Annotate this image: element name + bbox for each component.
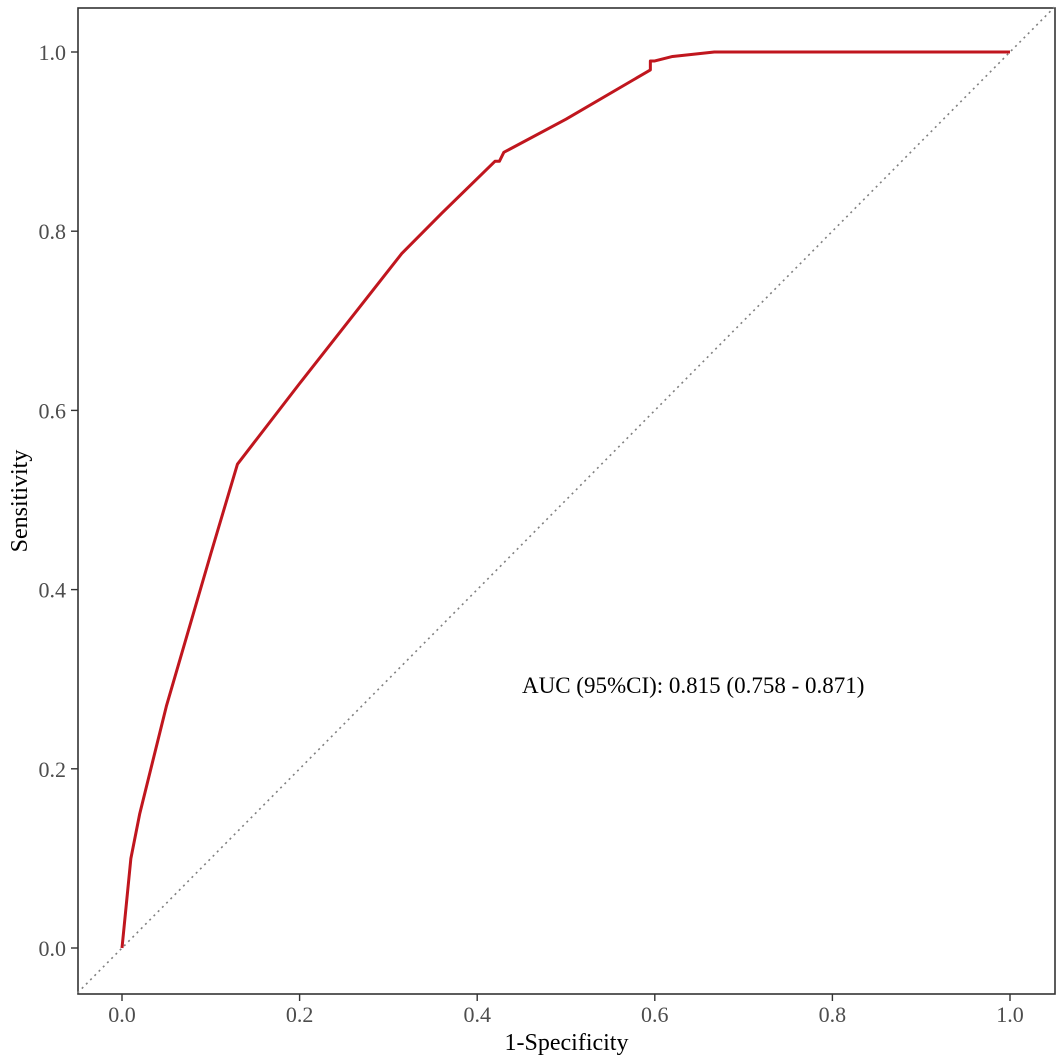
y-tick-label: 0.4: [39, 578, 67, 603]
y-tick-label: 0.8: [39, 219, 67, 244]
x-tick-label: 0.0: [108, 1002, 136, 1027]
x-axis-title: 1-Specificity: [505, 1030, 629, 1056]
y-tick-label: 0.0: [39, 936, 67, 961]
y-tick-label: 0.2: [39, 757, 67, 782]
x-tick-label: 0.6: [641, 1002, 669, 1027]
auc-annotation: AUC (95%CI): 0.815 (0.758 - 0.871): [522, 673, 864, 698]
y-tick-label: 1.0: [39, 40, 67, 65]
reference-diagonal-line: [77, 6, 1055, 994]
y-tick-label: 0.6: [39, 398, 67, 423]
y-axis-title: Sensitivity: [7, 450, 33, 553]
plot-panel-border: [77, 7, 1056, 995]
roc-curve-line: [120, 50, 1010, 949]
x-tick-label: 0.4: [463, 1002, 491, 1027]
x-tick-label: 1.0: [996, 1002, 1024, 1027]
x-tick-label: 0.2: [286, 1002, 314, 1027]
x-tick-label: 0.8: [819, 1002, 847, 1027]
axis-ticks: 0.0 0.2 0.4 0.6 0.8 1.0 0.0 0.2 0.4 0.6 0.8 1.0: [39, 40, 1024, 1027]
